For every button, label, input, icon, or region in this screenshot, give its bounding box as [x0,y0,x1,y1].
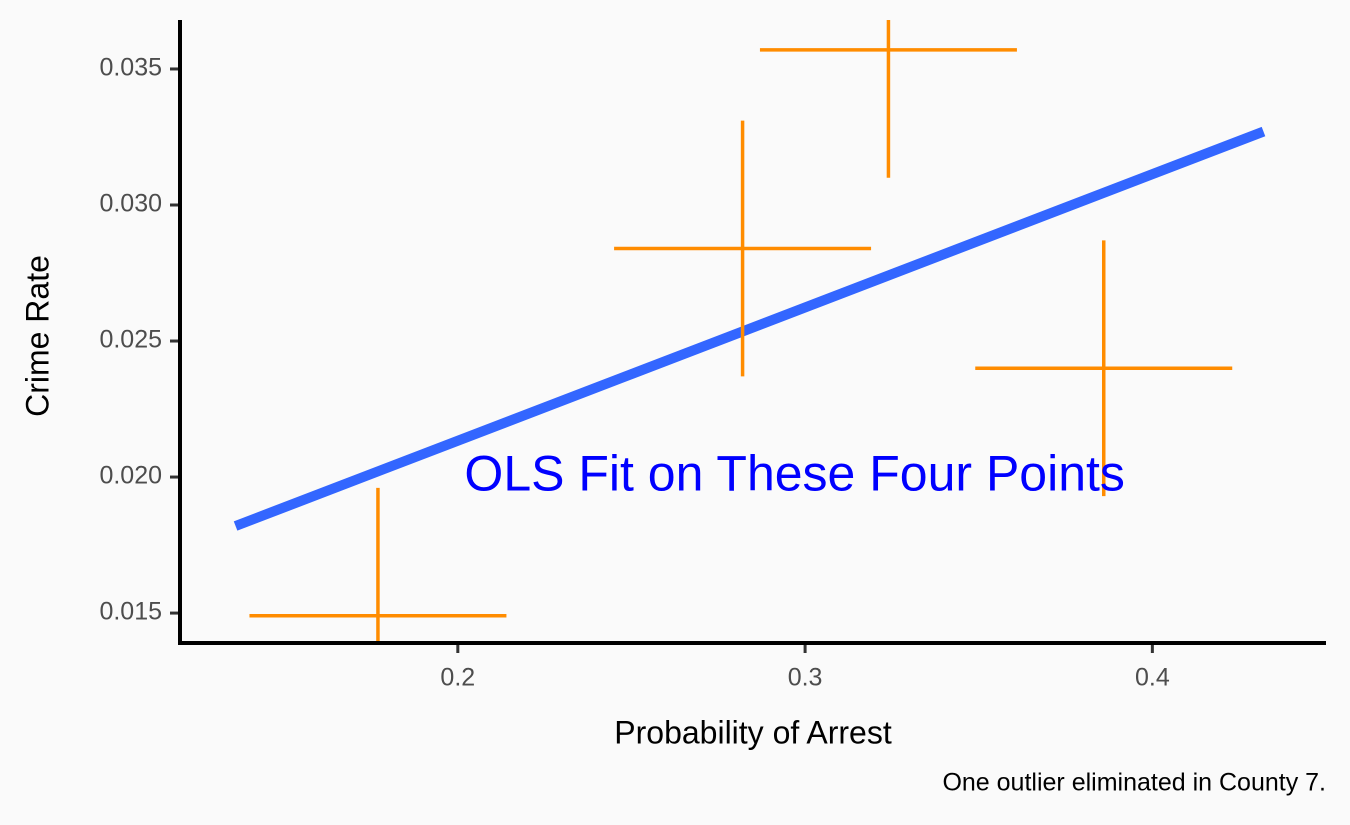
x-axis-ticks: 0.2 0.3 0.4 [440,643,1170,692]
y-axis-ticks: 0.015 0.020 0.025 0.030 0.035 [99,54,180,626]
data-point-cross [249,487,507,643]
y-tick-label: 0.030 [99,190,162,218]
y-tick-label: 0.035 [99,54,162,82]
data-point-cross [614,120,872,377]
chart-caption: One outlier eliminated in County 7. [942,769,1326,797]
y-axis-title: Crime Rate [19,255,55,417]
annotation-text: OLS Fit on These Four Points [464,445,1125,501]
y-tick-label: 0.015 [99,598,162,626]
x-tick-label: 0.2 [440,664,475,692]
x-tick-label: 0.4 [1135,664,1170,692]
ols-fit-line [233,126,1266,531]
x-axis-title: Probability of Arrest [614,714,892,750]
data-point-cross [759,20,1017,178]
x-tick-label: 0.3 [788,664,823,692]
y-tick-label: 0.020 [99,462,162,490]
fit-line-layer [233,126,1266,531]
data-point-cross [975,240,1233,497]
points-layer [249,20,1233,643]
y-tick-label: 0.025 [99,326,162,354]
